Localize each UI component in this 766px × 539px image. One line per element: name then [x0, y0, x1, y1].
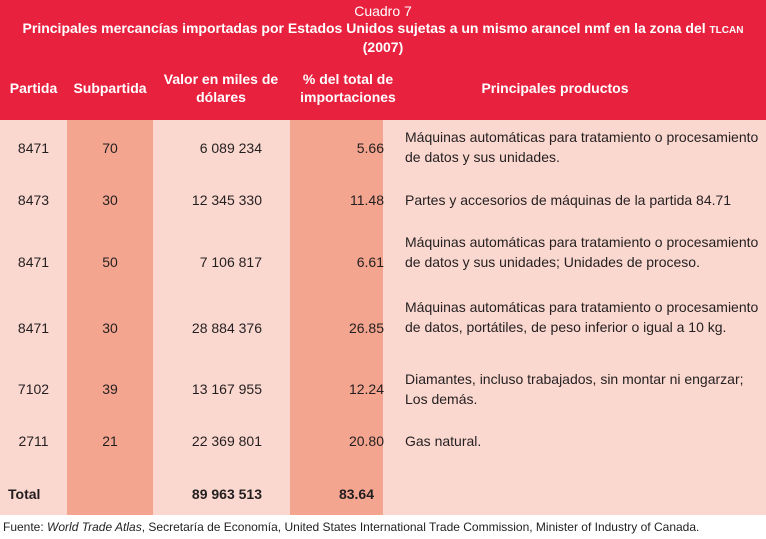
row-4-partida: 8471 [17, 320, 50, 336]
table-title-year: (2007) [362, 39, 404, 55]
row-2-producto: Partes y accesorios de máquinas de la pa… [405, 192, 732, 208]
table-title-acronym: TLCAN [709, 25, 744, 36]
column-header-porcentaje: % del total de importaciones [300, 71, 396, 105]
row-2-subpartida: 30 [102, 192, 118, 208]
table-body: 8471 70 6 089 234 5.66 Máquinas automáti… [0, 120, 766, 515]
row-6-valor: 22 369 801 [191, 433, 262, 449]
row-4-subpartida: 30 [102, 320, 118, 336]
row-5-partida: 7102 [17, 381, 50, 397]
total-valor: 89 963 513 [191, 486, 262, 502]
column-header-valor: Valor en miles de dólares [163, 71, 279, 105]
table-title: Principales mercancías importadas por Es… [0, 20, 766, 56]
row-5-subpartida: 39 [102, 381, 118, 397]
source-prefix: Fuente: [3, 520, 48, 534]
row-6-producto: Gas natural. [405, 433, 482, 449]
porcentaje-column-band [290, 120, 383, 515]
row-4-valor: 28 884 376 [191, 320, 262, 336]
row-2-valor: 12 345 330 [191, 192, 262, 208]
row-4-producto: Máquinas automáticas para tratamiento o … [405, 299, 759, 335]
row-6-partida: 2711 [18, 433, 49, 449]
row-3-producto: Máquinas automáticas para tratamiento o … [405, 234, 759, 270]
row-1-subpartida: 70 [102, 140, 118, 156]
row-4-porcentaje: 26.85 [348, 320, 384, 336]
table-number: Cuadro 7 [354, 3, 412, 19]
row-5-producto: Diamantes, incluso trabajados, sin monta… [405, 371, 744, 407]
row-3-porcentaje: 6.61 [356, 254, 384, 270]
total-porcentaje: 83.64 [338, 486, 374, 502]
row-2-partida: 8473 [17, 192, 50, 208]
table-header: Cuadro 7 Principales mercancías importad… [0, 0, 766, 120]
row-1-porcentaje: 5.66 [356, 140, 384, 156]
row-1-partida: 8471 [17, 140, 50, 156]
total-label: Total [8, 486, 41, 502]
row-5-porcentaje: 12.24 [348, 381, 384, 397]
source-note: Fuente: World Trade Atlas, Secretaría de… [3, 519, 766, 535]
row-6-subpartida: 21 [102, 433, 118, 449]
source-italic: World Trade Atlas [47, 520, 142, 534]
row-3-valor: 7 106 817 [199, 254, 262, 270]
column-header-subpartida: Subpartida [73, 80, 147, 96]
row-3-subpartida: 50 [102, 254, 118, 270]
row-1-producto: Máquinas automáticas para tratamiento o … [405, 129, 759, 165]
row-3-partida: 8471 [17, 254, 50, 270]
row-2-porcentaje: 11.48 [350, 192, 384, 208]
column-header-productos: Principales productos [481, 80, 629, 96]
row-6-porcentaje: 20.80 [348, 433, 384, 449]
subpartida-column-band [67, 120, 153, 515]
row-1-valor: 6 089 234 [199, 140, 262, 156]
row-5-valor: 13 167 955 [191, 381, 262, 397]
column-header-partida: Partida [9, 80, 58, 96]
source-rest: , Secretaría de Economía, United States … [141, 520, 700, 534]
table-title-text: Principales mercancías importadas por Es… [22, 20, 710, 36]
